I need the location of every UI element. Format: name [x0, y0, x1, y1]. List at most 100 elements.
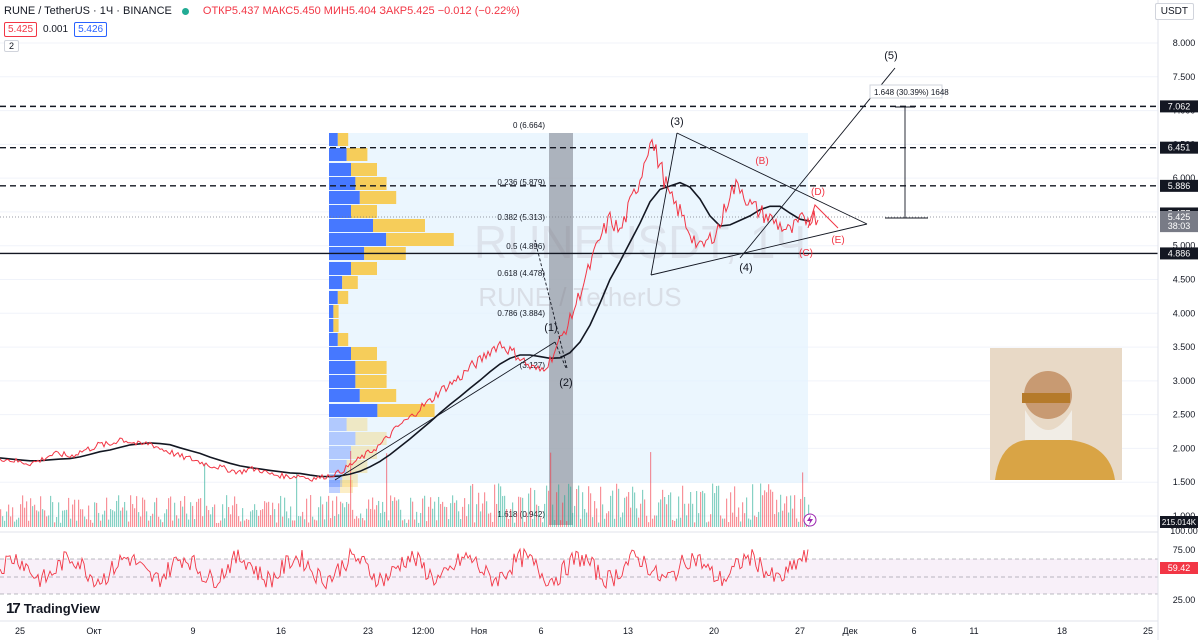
time-axis[interactable]: 25 Окт 9 16 23 12:00 Ноя 6 13 20 27 Дек 6 11 18 25 [0, 620, 1158, 636]
horizontal-levels [0, 105, 1158, 255]
volume-bar [224, 518, 226, 527]
volume-bar [574, 505, 576, 527]
volume-bar [124, 501, 126, 527]
volume-bar [648, 522, 650, 527]
profile-bar-buy [329, 418, 347, 431]
time-tick: 25 [15, 626, 25, 636]
volume-bar [430, 497, 432, 527]
indicators-collapse-button[interactable]: 2 [4, 40, 20, 52]
volume-label-box [1160, 516, 1198, 528]
avatar-photo [990, 348, 1122, 480]
volume-bar [348, 503, 350, 527]
volume-bar [628, 492, 630, 527]
volume-bar [624, 497, 626, 527]
volume-bar [726, 498, 728, 527]
volume-bar [320, 496, 322, 527]
volume-bar [730, 492, 732, 527]
volume-bar [586, 512, 588, 527]
volume-bar [14, 521, 16, 527]
volume-bar [84, 516, 86, 527]
volume-bar [362, 518, 364, 527]
time-tick: 16 [276, 626, 286, 636]
tradingview-logo-icon: 17 [6, 600, 21, 617]
volume-bar [330, 518, 332, 527]
volume-bar [38, 511, 40, 527]
volume-bar [672, 519, 674, 527]
volume-bar [394, 497, 396, 527]
volume-bar [500, 486, 502, 527]
profile-bar-buy [329, 432, 356, 445]
profile-bar-sell [377, 404, 435, 417]
volume-bar [374, 509, 376, 527]
volume-bar [526, 512, 528, 527]
volume-bar [208, 510, 210, 527]
wave-drawings: 1.648 (30.39%) 1648 [334, 67, 949, 481]
volume-bar [804, 496, 806, 527]
volume-bar [434, 501, 436, 527]
volume-bar [404, 519, 406, 527]
volume-bar [218, 522, 220, 527]
volume-bar [268, 501, 270, 527]
volume-bar [778, 512, 780, 527]
volume-bar [158, 516, 160, 527]
symbol-title[interactable]: RUNE / TetherUS · 1Ч · BINANCE [4, 5, 172, 17]
volume-bar [358, 518, 360, 527]
time-tick: 27 [795, 626, 805, 636]
volume-bar [562, 502, 564, 527]
volume-bar [748, 518, 750, 527]
volume-bar [338, 514, 340, 527]
volume-bar [340, 501, 342, 527]
profile-bar-buy [329, 480, 340, 493]
volume-bar [446, 507, 448, 527]
buy-price[interactable]: 5.426 [74, 22, 108, 37]
volume-bar [88, 505, 90, 527]
lightning-icon[interactable] [803, 513, 817, 527]
price-axis[interactable]: 8.0007.5007.0006.5006.0005.5005.0004.500… [1157, 0, 1200, 640]
volume-bar [798, 521, 800, 527]
volume-bar [660, 499, 662, 527]
market-status-icon [181, 7, 189, 15]
volume-bar [198, 498, 200, 527]
volume-bar [658, 502, 660, 527]
volume-bar [534, 490, 536, 527]
volume-bar [518, 496, 520, 527]
volume-bar [416, 511, 418, 527]
volume-bar [566, 521, 568, 527]
currency-selector[interactable]: USDT [1154, 3, 1194, 20]
volume-bar [360, 513, 362, 527]
volume-bar [482, 503, 484, 527]
volume-bar [794, 495, 796, 527]
volume-bar [244, 520, 246, 527]
volume-bar [768, 484, 770, 527]
volume-bar [570, 486, 572, 527]
volume-bar [288, 518, 290, 527]
volume-bar [460, 519, 462, 527]
profile-bar-buy [329, 319, 334, 332]
volume-bar [684, 503, 686, 527]
sell-price[interactable]: 5.425 [4, 22, 38, 37]
volume-bar [448, 519, 450, 527]
volume-bar [146, 511, 148, 527]
volume-bar [708, 521, 710, 527]
abc-label: (D) [811, 187, 825, 198]
profile-bar-buy [329, 133, 338, 146]
price-label-box [1160, 141, 1198, 154]
volume-bar [740, 521, 742, 527]
volume-bar [424, 495, 426, 527]
fib-label: 0.5 (4.896) [506, 242, 545, 251]
volume-bar [788, 512, 790, 527]
rsi-tick: 100.00 [1170, 526, 1198, 536]
rsi-pane [0, 531, 1158, 595]
price-label: 7.062 [1168, 101, 1191, 111]
volume-bar [42, 509, 44, 527]
volume-bar [610, 495, 612, 527]
volume-bar [388, 520, 390, 527]
volume-bar [318, 507, 320, 527]
volume-bar [168, 498, 170, 527]
volume-bar [282, 516, 284, 527]
volume-bar [724, 518, 726, 527]
volume-bar [162, 522, 164, 527]
volume-bar [72, 504, 74, 527]
volume-bar [148, 520, 150, 527]
